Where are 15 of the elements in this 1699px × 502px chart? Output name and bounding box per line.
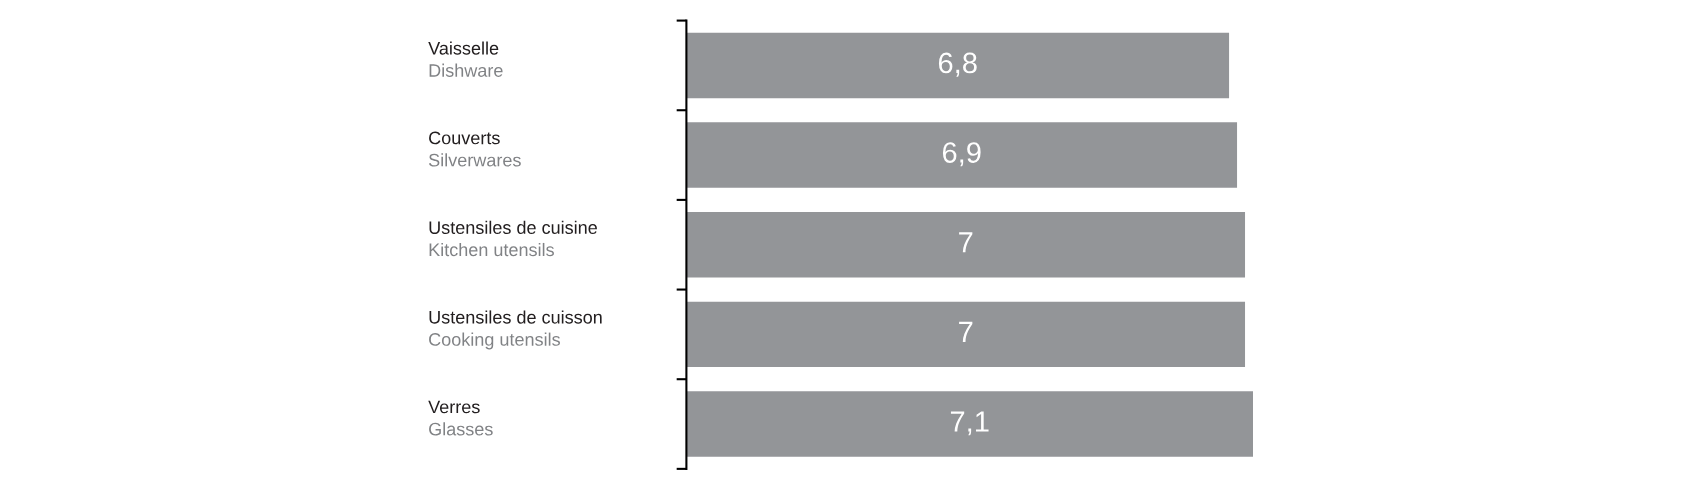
y-tick-label: Verres Glasses bbox=[428, 400, 493, 436]
data-label: 7 bbox=[959, 321, 973, 342]
data-label: 6,8 bbox=[938, 52, 977, 77]
bar bbox=[686, 122, 1238, 188]
data-label: 7,1 bbox=[950, 411, 989, 436]
y-tick-label: Vaisselle Dishware bbox=[428, 41, 503, 77]
bar bbox=[686, 391, 1254, 457]
data-label: 7 bbox=[959, 232, 973, 253]
y-tick-label: Ustensiles de cuisine Kitchen utensils bbox=[429, 220, 597, 257]
y-tick-label: Couverts Silverwares bbox=[428, 131, 521, 167]
bar bbox=[686, 32, 1230, 99]
bar bbox=[686, 301, 1246, 368]
bar bbox=[686, 212, 1246, 278]
y-tick-label: Ustensiles de cuisson Cooking utensils bbox=[429, 310, 602, 350]
data-label: 6,9 bbox=[942, 142, 981, 167]
